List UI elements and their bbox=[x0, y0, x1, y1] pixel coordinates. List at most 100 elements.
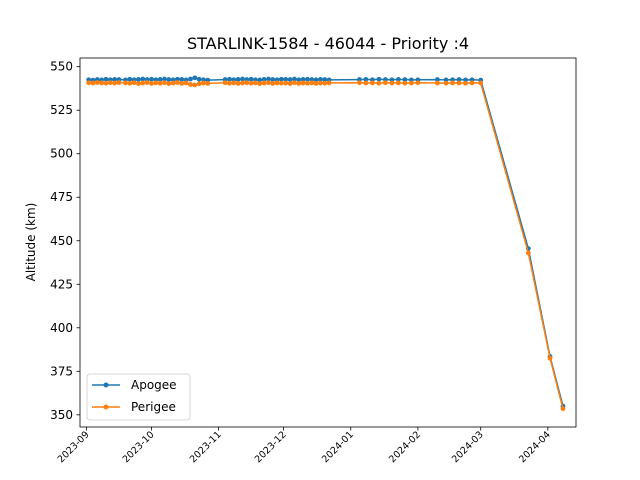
data-point-apogee bbox=[205, 77, 211, 83]
data-point-perigee bbox=[274, 80, 280, 86]
y-tick-label: 450 bbox=[50, 234, 73, 248]
data-point-perigee bbox=[376, 80, 382, 86]
data-point-perigee bbox=[140, 80, 146, 86]
data-point-perigee bbox=[389, 80, 395, 86]
data-point-perigee bbox=[103, 80, 109, 86]
data-point-perigee bbox=[188, 82, 193, 87]
data-point-apogee bbox=[292, 76, 297, 82]
data-point-apogee bbox=[261, 77, 267, 82]
data-point-perigee bbox=[170, 80, 176, 86]
data-point-apogee bbox=[149, 76, 154, 82]
data-point-perigee bbox=[99, 80, 105, 86]
data-point-apogee bbox=[140, 76, 146, 82]
data-point-perigee bbox=[136, 81, 141, 86]
data-point-perigee bbox=[94, 80, 100, 85]
y-tick-label: 525 bbox=[50, 103, 73, 117]
data-point-perigee bbox=[363, 80, 369, 86]
y-tick-label: 375 bbox=[50, 364, 73, 378]
data-point-perigee bbox=[162, 80, 167, 86]
data-point-perigee bbox=[205, 81, 211, 86]
data-point-apogee bbox=[300, 77, 306, 82]
data-point-apogee bbox=[196, 76, 202, 82]
data-point-perigee bbox=[450, 80, 455, 86]
data-point-perigee bbox=[402, 80, 408, 86]
data-point-apogee bbox=[322, 77, 328, 82]
data-point-perigee bbox=[112, 80, 118, 86]
data-point-perigee bbox=[123, 80, 128, 86]
data-point-perigee bbox=[443, 80, 449, 86]
data-point-apogee bbox=[270, 77, 276, 82]
data-point-perigee bbox=[279, 80, 284, 86]
data-point-perigee bbox=[196, 81, 202, 87]
data-point-perigee bbox=[222, 80, 228, 86]
data-point-apogee bbox=[240, 76, 245, 82]
data-point-perigee bbox=[326, 80, 332, 86]
data-point-apogee bbox=[463, 77, 468, 83]
data-point-perigee bbox=[469, 80, 475, 86]
data-point-perigee bbox=[266, 80, 271, 86]
data-point-perigee bbox=[192, 82, 198, 88]
data-point-perigee bbox=[261, 80, 267, 86]
data-point-apogee bbox=[257, 77, 263, 83]
data-point-apogee bbox=[201, 77, 206, 83]
y-tick-label: 350 bbox=[50, 408, 73, 422]
data-point-perigee bbox=[283, 80, 289, 86]
data-point-perigee bbox=[434, 80, 440, 86]
data-point-perigee bbox=[227, 80, 232, 86]
data-point-perigee bbox=[179, 81, 185, 86]
data-point-apogee bbox=[434, 77, 440, 82]
data-point-perigee bbox=[456, 80, 462, 86]
data-point-apogee bbox=[456, 77, 462, 82]
data-point-perigee bbox=[415, 80, 421, 86]
data-point-apogee bbox=[443, 77, 449, 83]
data-point-perigee bbox=[153, 80, 159, 86]
data-point-perigee bbox=[370, 80, 375, 86]
plot-frame bbox=[79, 57, 577, 428]
data-point-apogee bbox=[376, 76, 382, 82]
data-point-perigee bbox=[149, 81, 154, 86]
data-point-apogee bbox=[192, 75, 198, 81]
y-tick-label: 500 bbox=[50, 147, 73, 161]
y-tick-label: 475 bbox=[50, 190, 73, 204]
data-point-perigee bbox=[322, 80, 328, 86]
data-point-apogee bbox=[402, 77, 408, 82]
data-point-apogee bbox=[248, 76, 254, 82]
data-point-apogee bbox=[389, 77, 395, 83]
data-point-apogee bbox=[395, 77, 401, 82]
data-point-apogee bbox=[170, 77, 176, 83]
y-axis-ticks: 350 375 400 425 450 475 500 525 550 bbox=[50, 60, 80, 422]
data-point-perigee bbox=[175, 80, 180, 85]
data-point-perigee bbox=[318, 80, 323, 86]
data-point-perigee bbox=[90, 80, 96, 86]
data-point-apogee bbox=[318, 77, 323, 82]
data-point-apogee bbox=[136, 77, 141, 82]
data-point-apogee bbox=[296, 77, 302, 83]
legend-apogee-marker bbox=[103, 382, 109, 388]
data-point-perigee bbox=[547, 355, 553, 361]
data-point-perigee bbox=[244, 80, 250, 86]
data-point-perigee bbox=[248, 80, 254, 86]
data-point-apogee bbox=[188, 76, 193, 82]
data-point-apogee bbox=[179, 77, 185, 82]
data-point-apogee bbox=[162, 76, 167, 82]
data-point-apogee bbox=[227, 76, 232, 82]
data-point-perigee bbox=[86, 80, 92, 86]
data-point-perigee bbox=[144, 80, 150, 85]
y-tick-label: 425 bbox=[50, 277, 73, 291]
data-point-perigee bbox=[201, 80, 206, 86]
data-point-perigee bbox=[287, 81, 293, 86]
data-point-perigee bbox=[357, 80, 362, 86]
data-point-perigee bbox=[292, 80, 297, 86]
data-point-perigee bbox=[183, 80, 189, 86]
data-point-apogee bbox=[287, 77, 293, 82]
data-point-apogee bbox=[363, 77, 369, 82]
data-point-perigee bbox=[231, 80, 237, 86]
data-point-apogee bbox=[166, 77, 172, 82]
data-point-perigee bbox=[257, 81, 263, 86]
y-tick-label: 550 bbox=[50, 60, 73, 74]
chart-title: STARLINK-1584 - 46044 - Priority :4 bbox=[187, 34, 469, 53]
legend: Apogee Perigee bbox=[86, 373, 191, 421]
data-point-apogee bbox=[305, 76, 310, 82]
data-point-perigee bbox=[157, 80, 163, 86]
